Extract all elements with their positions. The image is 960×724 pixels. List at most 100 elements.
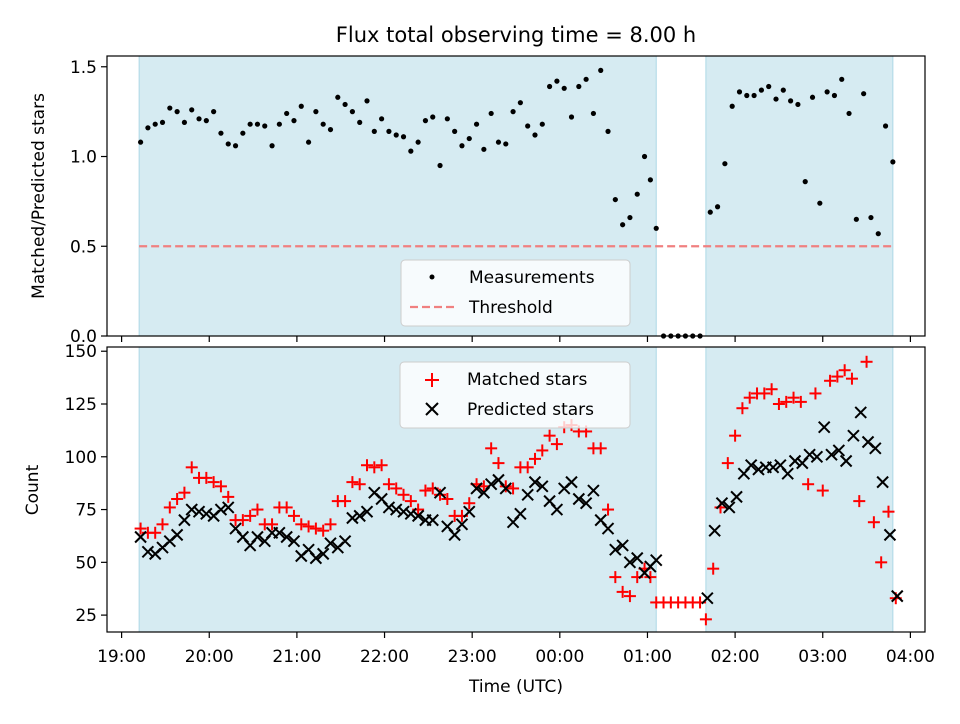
predicted-marker-b bbox=[854, 406, 867, 419]
measurement-point bbox=[364, 98, 370, 104]
predicted-star-point bbox=[579, 497, 593, 510]
predicted-star-point bbox=[891, 589, 904, 603]
predicted-marker-b bbox=[316, 547, 330, 561]
predicted-marker-b bbox=[715, 497, 729, 510]
bottom-panel: 25 50 75 100 125 150 19:00 20:00 21:00 22:00 23:0… bbox=[23, 342, 935, 697]
measurement-point bbox=[408, 148, 414, 154]
measurement-point bbox=[554, 78, 560, 84]
matched-star-point bbox=[375, 459, 388, 472]
predicted-star-point bbox=[346, 511, 359, 525]
predicted-marker-b bbox=[287, 535, 301, 548]
measurement-point bbox=[466, 135, 472, 142]
matched-star-point bbox=[845, 372, 858, 385]
matched-star-point bbox=[419, 484, 432, 497]
measurement-point bbox=[590, 110, 597, 117]
matched-star-point bbox=[200, 471, 213, 484]
measurement-point bbox=[576, 83, 582, 90]
measurement-point bbox=[736, 89, 743, 95]
predicted-marker-b bbox=[810, 450, 824, 463]
matched-star-point bbox=[794, 395, 807, 408]
measurement-point bbox=[473, 121, 480, 127]
measurement-point bbox=[262, 123, 268, 129]
measurement-point bbox=[422, 118, 429, 124]
matched-star-point bbox=[609, 571, 622, 584]
predicted-marker-b bbox=[752, 463, 765, 476]
bottom-x-ticks: 19:00 20:00 21:00 22:00 23:00 00:00 01:00 02:00… bbox=[97, 632, 935, 667]
predicted-star-point bbox=[803, 448, 816, 461]
predicted-marker-b bbox=[616, 539, 629, 552]
predicted-star-point bbox=[536, 480, 549, 493]
measurement-point bbox=[430, 114, 436, 120]
predicted-star-point bbox=[587, 484, 600, 497]
measurement-point bbox=[152, 121, 158, 127]
predicted-star-point bbox=[360, 505, 374, 518]
observing-window bbox=[705, 346, 894, 633]
y-tick-label: 1.0 bbox=[70, 148, 97, 168]
measurement-point bbox=[254, 121, 261, 127]
matched-star-point bbox=[434, 488, 447, 501]
matched-star-point bbox=[536, 444, 549, 457]
y-tick-label: 150 bbox=[65, 342, 97, 362]
x-tick-label: 01:00 bbox=[623, 647, 672, 667]
measurement-point bbox=[218, 130, 224, 136]
predicted-marker-b bbox=[847, 429, 860, 442]
predicted-marker-b bbox=[448, 528, 461, 542]
matched-star-point bbox=[594, 442, 607, 455]
predicted-marker-b bbox=[338, 535, 352, 548]
predicted-star-point bbox=[397, 505, 410, 518]
matched-star-point bbox=[236, 514, 249, 527]
measurement-point bbox=[211, 109, 217, 115]
predicted-marker-b bbox=[550, 503, 564, 516]
predicted-star-point bbox=[701, 592, 714, 605]
predicted-star-point bbox=[528, 475, 542, 489]
matched-star-point bbox=[765, 383, 778, 396]
matched-star-point bbox=[368, 461, 381, 474]
measurement-point bbox=[232, 143, 239, 149]
predicted-marker-b bbox=[521, 488, 534, 501]
measurement-point bbox=[707, 209, 713, 215]
measurement-point bbox=[612, 196, 618, 203]
predicted-star-point bbox=[810, 450, 824, 463]
predicted-star-point bbox=[484, 478, 498, 491]
predicted-marker-b bbox=[214, 503, 228, 516]
y-tick-label: 100 bbox=[65, 448, 97, 468]
measurement-point bbox=[481, 146, 487, 152]
predicted-marker-b bbox=[565, 475, 578, 489]
predicted-marker-b bbox=[280, 530, 293, 544]
predicted-marker-b bbox=[382, 501, 396, 514]
matched-star-point bbox=[736, 402, 749, 415]
predicted-marker-b bbox=[390, 503, 403, 516]
matched-star-point bbox=[528, 452, 541, 465]
bottom-axes-frame bbox=[106, 346, 926, 633]
matched-star-point bbox=[404, 495, 417, 508]
matched-star-point bbox=[809, 387, 822, 400]
matched-star-point bbox=[644, 571, 657, 584]
measurement-point bbox=[174, 109, 180, 115]
predicted-marker-b bbox=[891, 589, 904, 603]
matched-star-point bbox=[699, 613, 712, 626]
measurement-point bbox=[517, 100, 523, 106]
measurement-point bbox=[181, 119, 188, 126]
legend-measurements-label: Measurements bbox=[469, 268, 595, 288]
predicted-star-point bbox=[214, 503, 228, 516]
predicted-marker-b bbox=[572, 492, 586, 506]
matched-star-point bbox=[860, 355, 873, 368]
measurement-point bbox=[546, 83, 553, 90]
predicted-star-point bbox=[251, 530, 264, 544]
top-legend-box bbox=[400, 259, 631, 327]
predicted-marker-b bbox=[723, 501, 736, 514]
measurement-point bbox=[240, 130, 246, 136]
matched-star-point bbox=[441, 493, 454, 505]
predicted-marker-b bbox=[134, 530, 147, 544]
predicted-marker-b bbox=[832, 444, 846, 457]
predicted-marker-b bbox=[818, 421, 831, 434]
top-y-axis-label: Matched/Predicted stars bbox=[29, 93, 49, 299]
measurement-point bbox=[824, 89, 830, 95]
matched-star-point bbox=[317, 524, 330, 537]
matched-star-point bbox=[492, 457, 505, 470]
measurement-point bbox=[817, 200, 823, 206]
measurement-point bbox=[386, 128, 392, 134]
predicted-marker-b bbox=[744, 459, 758, 472]
predicted-star-point bbox=[723, 501, 736, 514]
predicted-marker-b bbox=[470, 482, 483, 495]
